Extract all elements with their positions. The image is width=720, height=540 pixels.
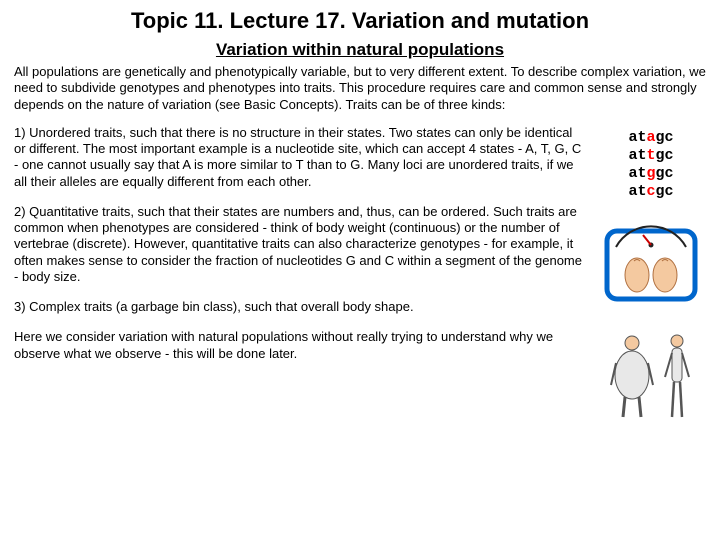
- nucleotide-sequences: atagc attgc atggc atcgc: [628, 129, 673, 201]
- seq-post: gc: [656, 147, 674, 164]
- paragraph-3: 3) Complex traits (a garbage bin class),…: [14, 299, 582, 315]
- page-title: Topic 11. Lecture 17. Variation and muta…: [14, 8, 706, 34]
- seq-post: gc: [656, 183, 674, 200]
- seq-pre: at: [628, 147, 646, 164]
- seq-line: atagc: [628, 129, 673, 147]
- seq-highlight: t: [646, 147, 655, 164]
- seq-line: atggc: [628, 165, 673, 183]
- content-row: 1) Unordered traits, such that there is …: [14, 125, 706, 419]
- seq-pre: at: [628, 165, 646, 182]
- body-wide-icon: [610, 333, 654, 419]
- illustration-column: atagc attgc atggc atcgc: [596, 125, 706, 419]
- seq-highlight: a: [646, 129, 655, 146]
- intro-paragraph: All populations are genetically and phen…: [14, 64, 706, 113]
- scale-illustration: [601, 225, 701, 305]
- body-shapes-illustration: [601, 329, 701, 419]
- seq-line: attgc: [628, 147, 673, 165]
- paragraph-1: 1) Unordered traits, such that there is …: [14, 125, 582, 190]
- text-column: 1) Unordered traits, such that there is …: [14, 125, 582, 419]
- paragraph-4: Here we consider variation with natural …: [14, 329, 582, 362]
- seq-pre: at: [628, 129, 646, 146]
- seq-highlight: c: [646, 183, 655, 200]
- seq-line: atcgc: [628, 183, 673, 201]
- seq-post: gc: [656, 129, 674, 146]
- body-thin-icon: [662, 333, 692, 419]
- scale-icon: [601, 225, 701, 305]
- seq-pre: at: [628, 183, 646, 200]
- seq-highlight: g: [646, 165, 655, 182]
- seq-post: gc: [656, 165, 674, 182]
- page-subtitle: Variation within natural populations: [14, 40, 706, 60]
- paragraph-2: 2) Quantitative traits, such that their …: [14, 204, 582, 285]
